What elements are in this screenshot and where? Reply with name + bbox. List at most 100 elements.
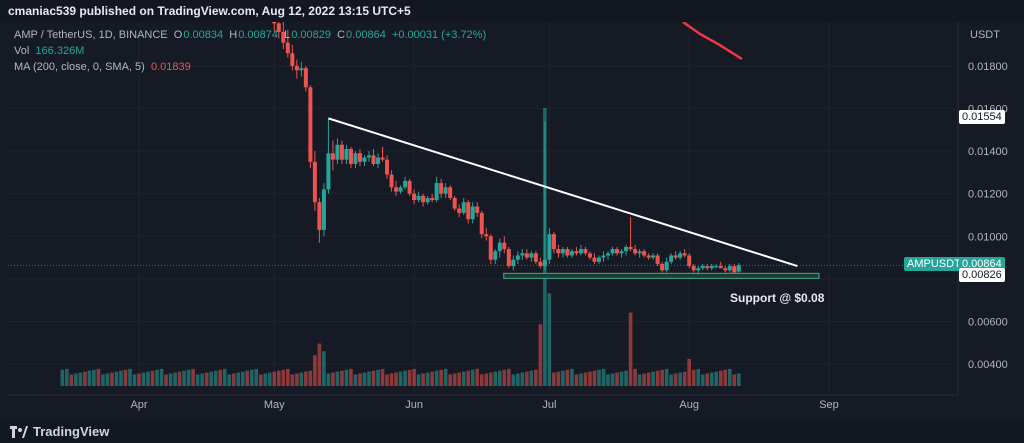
candle-body: [542, 259, 547, 267]
resistance-trendline: [328, 117, 798, 268]
volume-bar: [628, 312, 633, 386]
volume-bar: [660, 369, 664, 386]
volume-bar: [452, 373, 457, 386]
volume-bar: [119, 370, 123, 386]
candle-body: [326, 153, 331, 190]
candle-body: [484, 234, 489, 237]
symbol-label[interactable]: AMP / TetherUS, 1D, BINANCE: [14, 29, 168, 41]
volume-bar: [610, 373, 615, 386]
candle-body: [655, 255, 660, 264]
volume-bar: [466, 370, 471, 386]
candle-body: [434, 183, 439, 201]
high-label: H: [229, 29, 238, 41]
candle-body: [430, 197, 435, 201]
volume-bar: [290, 374, 295, 386]
candle-body: [700, 266, 705, 269]
volume-bar: [678, 372, 682, 386]
candle-body: [281, 31, 286, 43]
candle-body: [348, 149, 353, 164]
volume-bar: [448, 374, 452, 386]
volume-bar: [236, 372, 241, 386]
volume-bar: [619, 371, 624, 386]
time-tick-label: May: [264, 399, 285, 411]
volume-bar: [732, 374, 737, 386]
candle-body: [547, 234, 552, 260]
volume-bar: [123, 369, 128, 386]
close-value: 0.00864: [346, 29, 386, 41]
volume-bar: [502, 369, 507, 386]
volume-bar: [195, 374, 200, 386]
volume-bar: [159, 368, 164, 386]
volume-label[interactable]: Vol: [14, 45, 30, 57]
candle-body: [511, 259, 516, 267]
candle-body: [344, 149, 349, 160]
candle-body: [357, 153, 362, 162]
volume-bar: [673, 373, 678, 386]
volume-bar: [507, 368, 511, 386]
volume-value: 166.326M: [35, 45, 85, 57]
volume-bar: [651, 371, 655, 386]
volume-bar: [340, 370, 344, 386]
volume-bar: [470, 369, 475, 386]
candle-body: [601, 255, 606, 258]
publish-info-text: cmaniac539 published on TradingView.com,…: [8, 4, 411, 18]
candle-body: [736, 265, 741, 272]
brand-name: TradingView: [33, 424, 110, 439]
candle-body: [705, 266, 710, 269]
volume-bar: [570, 368, 574, 386]
price-tick-label: 0.01800: [968, 61, 1008, 73]
volume-bar: [380, 368, 385, 386]
volume-bar: [218, 369, 222, 386]
time-tick-label: Jul: [542, 399, 556, 411]
volume-bar: [146, 371, 150, 386]
volume-bar: [204, 372, 209, 386]
candle-body: [294, 66, 299, 71]
volume-bar: [141, 372, 146, 386]
volume-bar: [367, 371, 371, 386]
drawn-lines: Support @ $0.08: [328, 22, 825, 305]
ma-label[interactable]: MA (200, close, 0, SMA, 5): [14, 61, 145, 73]
price-chart[interactable]: Support @ $0.08 0.018000.016000.014000.0…: [0, 22, 1024, 420]
candle-body: [380, 157, 385, 160]
volume-bar: [516, 373, 520, 386]
candle-body: [723, 268, 728, 271]
volume-bar: [403, 370, 407, 386]
volume-bar: [588, 371, 592, 386]
candle-body: [506, 249, 511, 267]
candle-body: [371, 155, 376, 164]
volume-bar: [488, 372, 493, 386]
volume-bar: [430, 371, 434, 386]
volume-bar: [552, 372, 556, 386]
volume-bar: [317, 343, 322, 386]
candle-body: [416, 195, 421, 201]
candle-body: [633, 249, 638, 254]
volume-bar: [538, 324, 543, 386]
volume-bar: [114, 371, 119, 386]
volume-bars: [60, 108, 741, 386]
volume-bar: [714, 371, 719, 386]
candle-body: [290, 53, 295, 66]
tradingview-logo-icon: [10, 425, 28, 438]
candle-body: [439, 183, 444, 194]
time-tick-label: Aug: [679, 399, 699, 411]
time-tick-label: Apr: [130, 399, 147, 411]
candle-body: [610, 249, 615, 254]
volume-bar: [110, 372, 114, 386]
candle-body: [353, 153, 358, 164]
volume-bar: [164, 374, 168, 386]
symbol-name-tag: AMPUSDT: [904, 257, 964, 272]
volume-bar: [105, 373, 110, 386]
candle-body: [457, 208, 462, 213]
volume-bar: [263, 373, 268, 386]
candle-body: [394, 187, 399, 192]
chart-pane[interactable]: Support @ $0.08 0.018000.016000.014000.0…: [0, 22, 1024, 420]
volume-bar: [182, 370, 186, 386]
candle-body: [403, 180, 408, 188]
volume-bar: [394, 372, 398, 386]
open-label: O: [173, 29, 183, 41]
volume-bar: [493, 371, 498, 386]
volume-bar: [443, 368, 448, 386]
candle-body: [317, 202, 322, 230]
candle-body: [493, 251, 498, 260]
volume-bar: [529, 370, 534, 386]
